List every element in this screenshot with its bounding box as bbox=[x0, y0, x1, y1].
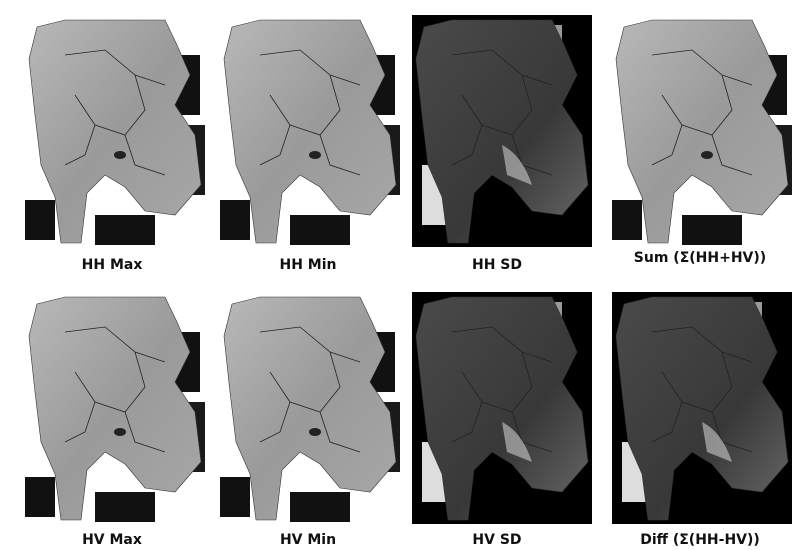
panel-caption: HV Max bbox=[12, 532, 212, 548]
panel-caption: Sum (Σ(HH+HV)) bbox=[600, 250, 792, 266]
panel-caption: HH Max bbox=[12, 257, 212, 273]
satellite-image bbox=[412, 15, 592, 247]
figure: {"panels": [ {"label": "HH Max"}, {"labe… bbox=[0, 0, 792, 550]
satellite-image bbox=[25, 15, 205, 247]
satellite-image bbox=[220, 15, 400, 247]
panel-caption: Diff (Σ(HH-HV)) bbox=[600, 532, 792, 548]
satellite-image bbox=[412, 292, 592, 524]
satellite-image bbox=[25, 292, 205, 524]
panel-caption: HV Min bbox=[208, 532, 408, 548]
panel-caption: HH Min bbox=[208, 257, 408, 273]
panel-caption: HH SD bbox=[397, 257, 597, 273]
satellite-image bbox=[612, 15, 792, 247]
panel-caption: HV SD bbox=[397, 532, 597, 548]
satellite-image bbox=[612, 292, 792, 524]
satellite-image bbox=[220, 292, 400, 524]
